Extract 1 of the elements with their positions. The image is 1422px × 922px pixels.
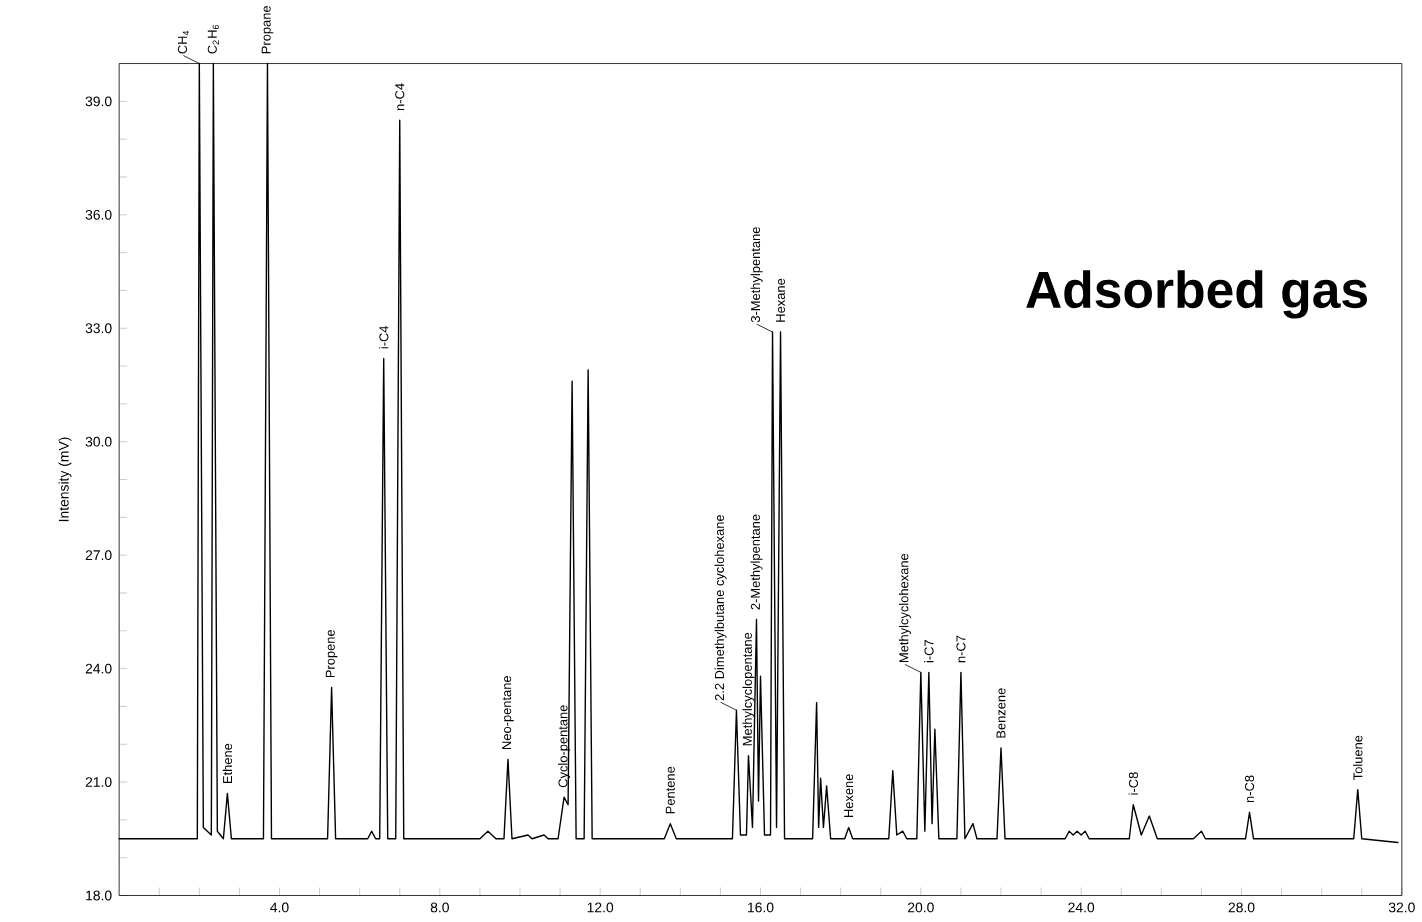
text: Adsorbed gas xyxy=(1026,270,1367,319)
